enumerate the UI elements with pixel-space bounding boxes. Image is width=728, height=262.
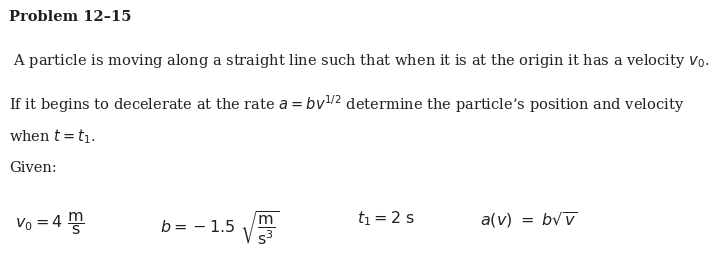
Text: $a(v)\ =\ b\sqrt{v}$: $a(v)\ =\ b\sqrt{v}$	[480, 210, 578, 230]
Text: Problem 12–15: Problem 12–15	[9, 10, 131, 24]
Text: $t_1 = 2\ \mathrm{s}$: $t_1 = 2\ \mathrm{s}$	[357, 210, 415, 228]
Text: $b = -1.5\ \sqrt{\dfrac{\mathrm{m}}{\mathrm{s}^3}}$: $b = -1.5\ \sqrt{\dfrac{\mathrm{m}}{\mat…	[160, 210, 280, 247]
Text: Given:: Given:	[9, 161, 57, 175]
Text: If it begins to decelerate at the rate $a = bv^{1/2}$ determine the particle’s p: If it begins to decelerate at the rate $…	[9, 93, 684, 115]
Text: when $t = t_1$.: when $t = t_1$.	[9, 127, 95, 146]
Text: $v_0 = 4\ \dfrac{\mathrm{m}}{\mathrm{s}}$: $v_0 = 4\ \dfrac{\mathrm{m}}{\mathrm{s}}…	[15, 210, 84, 237]
Text: A particle is moving along a straight line such that when it is at the origin it: A particle is moving along a straight li…	[9, 52, 709, 70]
